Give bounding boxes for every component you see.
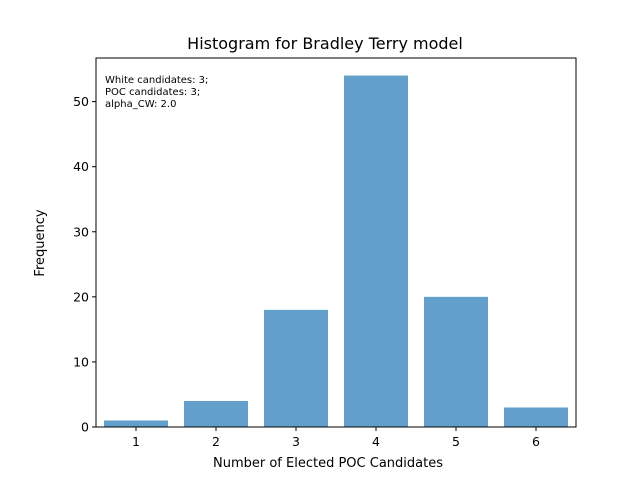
annotation-line-alpha: alpha_CW: 2.0 [105,99,176,110]
bar-4 [344,75,408,428]
x-tick-label-3: 3 [292,434,300,449]
x-axis-ticks: 1 2 3 4 5 6 [132,427,540,449]
y-tick-label-10: 10 [73,354,89,369]
bar-3 [264,309,328,427]
y-axis-label: Frequency [33,209,48,276]
x-tick-label-5: 5 [452,434,460,449]
y-tick-label-0: 0 [81,420,89,435]
y-axis-ticks: 0 10 20 30 40 50 [73,94,96,435]
annotation-line-white: White candidates: 3; [105,75,208,86]
annotation-box: White candidates: 3; POC candidates: 3; … [105,75,208,110]
bars-group [104,75,568,428]
x-tick-label-2: 2 [212,434,220,449]
bar-2 [184,400,248,427]
x-axis-label: Number of Elected POC Candidates [213,456,443,471]
y-tick-label-20: 20 [73,289,89,304]
x-tick-label-6: 6 [532,434,540,449]
y-tick-label-50: 50 [73,94,89,109]
y-tick-label-30: 30 [73,224,89,239]
bar-1 [104,420,168,427]
chart-title: Histogram for Bradley Terry model [187,34,463,53]
y-tick-label-40: 40 [73,159,89,174]
plot-frame [95,57,577,428]
x-tick-label-4: 4 [372,434,380,449]
annotation-line-poc: POC candidates: 3; [105,87,200,98]
bar-6 [504,407,568,427]
bar-5 [424,296,488,427]
x-tick-label-1: 1 [132,434,140,449]
